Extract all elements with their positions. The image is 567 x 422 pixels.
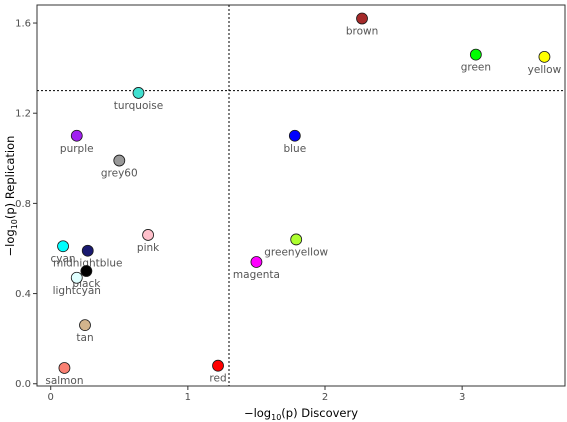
point-grey60 bbox=[113, 154, 126, 167]
x-tick-label: 3 bbox=[459, 392, 465, 403]
point-label-magenta: magenta bbox=[233, 269, 280, 281]
x-axis-title-prefix: −log bbox=[244, 406, 271, 420]
point-label-lightcyan: lightcyan bbox=[53, 285, 101, 297]
point-turquoise bbox=[132, 87, 145, 99]
point-red bbox=[212, 359, 224, 372]
x-tick-label: 2 bbox=[322, 392, 328, 403]
y-tick-label: 0.4 bbox=[15, 289, 31, 300]
point-label-turquoise: turquoise bbox=[114, 100, 164, 112]
y-tick-label: 1.2 bbox=[15, 109, 31, 120]
x-axis-title: −log10(p) Discovery bbox=[244, 406, 358, 422]
point-label-grey60: grey60 bbox=[101, 168, 138, 180]
point-green bbox=[469, 48, 482, 61]
point-purple bbox=[70, 129, 83, 142]
y-tick-label: 0.8 bbox=[15, 199, 31, 210]
point-label-blue: blue bbox=[283, 143, 306, 155]
y-tick-label: 1.6 bbox=[15, 19, 31, 30]
point-label-green: green bbox=[461, 62, 491, 74]
point-pink bbox=[142, 229, 154, 241]
point-midnightblue bbox=[81, 244, 94, 257]
y-axis: 0.0 0.4 0.8 1.2 1.6 bbox=[15, 19, 37, 390]
x-axis-title-suffix: (p) Discovery bbox=[281, 406, 358, 420]
plot-panel-border bbox=[36, 4, 566, 387]
point-brown bbox=[356, 12, 368, 25]
point-label-brown: brown bbox=[346, 26, 378, 38]
x-axis: 0 1 2 3 bbox=[48, 386, 465, 403]
x-axis-title-sub: 10 bbox=[271, 413, 281, 422]
y-axis-title-sub: 10 bbox=[10, 219, 19, 229]
point-cyan bbox=[57, 240, 69, 253]
y-tick-label: 0.0 bbox=[15, 379, 31, 390]
point-magenta bbox=[250, 256, 263, 268]
point-label-salmon: salmon bbox=[45, 375, 83, 387]
point-black bbox=[80, 265, 93, 277]
y-axis-title-suffix: (p) Replication bbox=[3, 136, 17, 220]
point-label-greenyellow: greenyellow bbox=[264, 246, 328, 258]
y-axis-title: −log10(p) Replication bbox=[3, 136, 19, 257]
point-greenyellow bbox=[290, 233, 303, 246]
point-label-purple: purple bbox=[60, 143, 94, 155]
point-label-pink: pink bbox=[137, 242, 160, 254]
point-salmon bbox=[58, 362, 71, 374]
point-label-red: red bbox=[209, 373, 226, 385]
point-label-tan: tan bbox=[76, 332, 93, 344]
point-label-cyan: cyan bbox=[51, 253, 76, 265]
point-label-yellow: yellow bbox=[528, 64, 562, 76]
x-tick-label: 1 bbox=[185, 392, 191, 403]
data-points bbox=[57, 12, 551, 374]
point-label-midnightblue: midnightblue bbox=[53, 258, 123, 270]
point-yellow bbox=[538, 50, 551, 63]
x-tick-label: 0 bbox=[48, 392, 54, 403]
y-axis-title-prefix: −log bbox=[3, 229, 17, 256]
point-tan bbox=[79, 319, 91, 332]
point-lightcyan bbox=[70, 271, 83, 284]
point-blue bbox=[288, 129, 301, 142]
